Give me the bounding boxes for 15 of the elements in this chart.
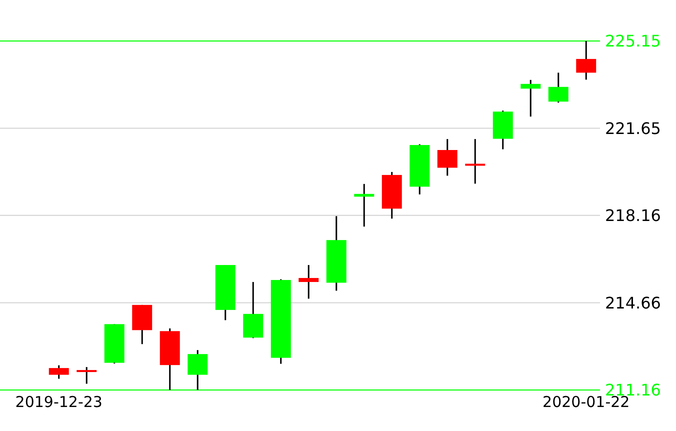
y-tick-label: 218.16: [605, 206, 661, 225]
candlestick: [465, 138, 486, 184]
candlestick: [354, 183, 374, 228]
candlestick: [298, 264, 319, 300]
candlestick: [243, 281, 264, 339]
y-tick-label: 221.65: [605, 118, 661, 138]
x-tick-label: 2019-12-23: [15, 393, 102, 411]
candlestick: [576, 40, 596, 80]
y-tick-label: 214.66: [605, 293, 661, 312]
candlestick: [76, 366, 97, 385]
y-tick-label: 225.15: [605, 32, 661, 51]
candlestick: [48, 364, 69, 380]
candlestick: [520, 79, 541, 118]
candlestick: [437, 138, 458, 176]
candlestick: [548, 72, 568, 104]
